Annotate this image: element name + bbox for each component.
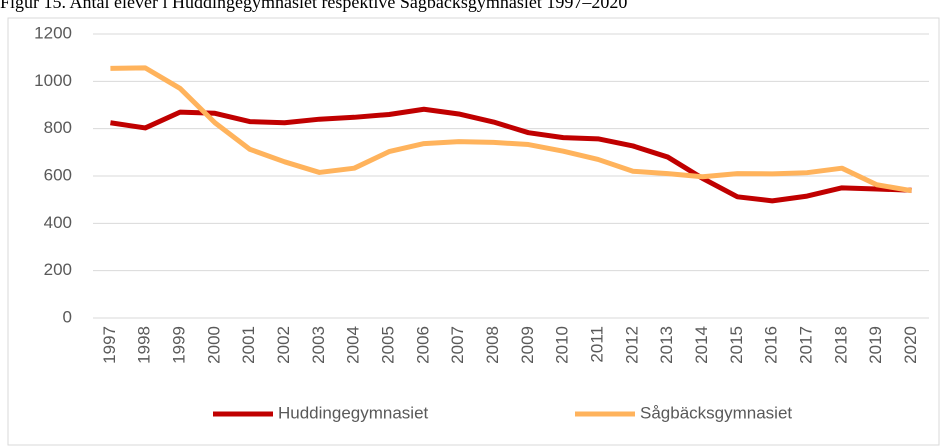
x-tick-label: 2020 [901, 326, 920, 364]
series-line [110, 65, 913, 194]
x-tick-label: 2019 [866, 326, 885, 364]
x-tick-label: 2012 [622, 326, 641, 364]
x-tick-label: 1999 [170, 326, 189, 364]
x-tick-label: 1998 [135, 326, 154, 364]
x-tick-label: 2006 [413, 326, 432, 364]
y-tick-label: 800 [44, 118, 72, 137]
x-tick-label: 2000 [204, 326, 223, 364]
chart-title: Figur 15. Antal elever i Huddingegymnasi… [0, 0, 627, 12]
x-tick-label: 2015 [727, 326, 746, 364]
legend-label: Huddingegymnasiet [278, 403, 429, 422]
x-tick-label: 2013 [657, 326, 676, 364]
chart-border [7, 17, 940, 446]
legend-label: Sågbäcksgymnasiet [640, 403, 792, 422]
y-tick-label: 0 [63, 307, 72, 326]
x-tick-label: 2011 [588, 326, 607, 363]
x-tick-label: 2014 [692, 326, 711, 364]
x-tick-label: 2016 [762, 326, 781, 364]
x-tick-label: 2010 [553, 326, 572, 364]
x-tick-label: 2017 [797, 326, 816, 364]
x-tick-label: 2003 [309, 326, 328, 364]
x-tick-label: 2005 [379, 326, 398, 364]
y-tick-label: 400 [44, 213, 72, 232]
x-tick-label: 2002 [274, 326, 293, 364]
y-tick-label: 200 [44, 260, 72, 279]
x-tick-label: 2001 [239, 326, 258, 364]
y-tick-label: 1000 [34, 71, 72, 90]
y-tick-label: 1200 [34, 23, 72, 42]
x-tick-label: 2018 [831, 326, 850, 364]
x-tick-label: 2008 [483, 326, 502, 364]
x-tick-label: 2007 [448, 326, 467, 364]
series-line [110, 106, 912, 204]
x-tick-label: 2009 [518, 326, 537, 364]
y-tick-label: 600 [44, 165, 72, 184]
x-tick-label: 1997 [100, 326, 119, 364]
x-tick-label: 2004 [344, 326, 363, 364]
